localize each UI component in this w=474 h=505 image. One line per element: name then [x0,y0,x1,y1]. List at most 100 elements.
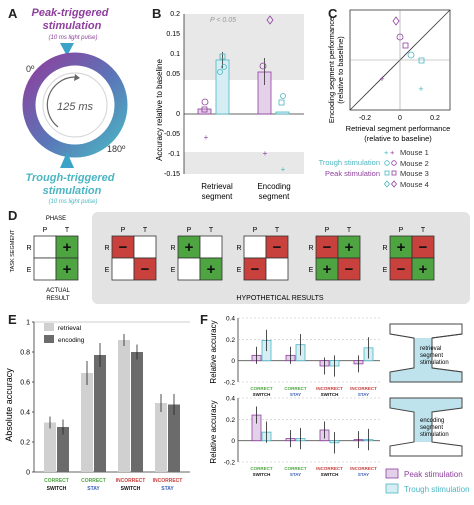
e-bars [44,334,180,472]
c-legend-plus: + [384,148,389,157]
f-legend-peak: Peak stimulation [404,470,463,479]
f-xlabel-choice: STAY [290,392,301,397]
panel-f-letter: F [200,312,208,327]
b-bar-retrieval-trough [215,59,230,115]
c-ylabel-1: Encoding segment performance [327,17,336,123]
c-legend-plus: + [390,148,395,157]
trough-title-line1: Trough-triggered [25,172,114,184]
c-point-diamond [392,16,400,26]
minus-icon: − [273,239,282,256]
c-xtick: -0.2 [359,115,371,122]
f-xlabel-choice: STAY [290,472,301,477]
d-cell [111,257,135,281]
plus-icon: + [345,239,354,256]
b-point-circle [259,62,267,70]
e-xlabel-choice: SWITCH [47,486,67,492]
f-plots: 0.4 0.2 0 -0.2 0.4 0.2 0 -0.2 [224,316,380,467]
d-cell [177,257,201,281]
e-bar-encoding [168,404,180,472]
f-legend-swatch-trough [385,483,399,494]
d-hypothetical-grid: P T R E −− [104,227,157,281]
c-xtick: 0.2 [430,115,440,122]
b-ytick: -0.15 [164,171,180,178]
e-bar-encoding [131,352,143,472]
f-xlabel-choice: SWITCH [253,392,271,397]
panel-d-figure: PHASE TASK SEGMENT ACTUAL RESULT HYPOTHE… [10,212,470,304]
f-xlabel-outcome: INCORRECT [316,466,343,471]
f-legend-swatch-peak [385,468,399,479]
c-point-circle [396,33,404,41]
e-xlabel-outcome: CORRECT [44,478,69,484]
e-xlabel-choice: STAY [87,486,100,492]
d-row-label: R [308,245,313,252]
b-xlabel-encoding-1: Encoding [257,182,290,191]
d-cell [133,257,157,281]
c-xlabel-2: (relative to baseline) [364,134,432,143]
f-xlabel-outcome: CORRECT [250,466,273,471]
plus-icon: + [63,261,72,278]
f-xlabel-choice: SWITCH [253,472,271,477]
d-row-label: R [236,245,241,252]
d-phase-label: PHASE [46,216,66,222]
d-row-label: E [171,267,176,274]
maze-retrieval-label: stimulation [420,360,449,366]
plus-icon: + [323,261,332,278]
f-subplot-retrieval: 0.4 0.2 0 -0.2 [224,316,380,387]
b-ytick: 0.1 [170,51,180,58]
c-legend-diamond [383,180,391,188]
d-cell [411,257,435,281]
d-row-label: E [309,267,314,274]
f-ylabel-top: Relative accuracy [209,320,218,383]
d-actual-1: ACTUAL [46,288,70,294]
b-point-square [278,99,285,106]
panel-a-letter: A [8,6,18,21]
c-point-square [402,42,409,49]
d-cell [199,235,223,259]
peak-title-line2: stimulation [43,20,102,32]
panel-c-chart: Encoding segment performance (relative t… [319,9,451,189]
e-bar-retrieval [44,422,56,472]
c-legend-mouse: Mouse 3 [400,169,429,178]
peak-marker-icon [60,43,74,56]
f-xlabel-choice: SWITCH [321,392,339,397]
f-xlabel-outcome: INCORRECT [350,386,377,391]
f-subplot-encoding: 0.4 0.2 0 -0.2 [224,396,380,467]
c-legend-mouse: Mouse 4 [400,180,429,189]
maze-retrieval-label: retrieval [420,346,441,352]
d-col-label: P [325,227,330,234]
b-point-square [219,53,226,60]
b-xlabel-retrieval-1: Retrieval [201,182,233,191]
sig-band-bottom [184,152,304,174]
f-ytick: 0.4 [226,396,235,403]
f-ytick: 0.4 [226,316,235,323]
f-legend-trough: Trough stimulation [404,485,470,494]
b-point-circle [217,69,223,75]
d-col-label: T [209,227,214,234]
minus-icon: − [345,261,354,278]
d-row-label: R [104,245,109,252]
f-xlabel-outcome: INCORRECT [350,466,377,471]
minus-icon: − [397,261,406,278]
d-row-label: E [237,267,242,274]
d-hypothetical-grid: P T R E + + [170,227,223,281]
panel-b-chart: P < 0.05 0.2 0.15 0.1 0.05 0 -0.05 -0.1 … [155,11,304,201]
d-row-label: R [382,245,387,252]
b-point-plus: + [281,165,286,174]
e-ytick: 0 [26,470,30,477]
e-ytick: 0.6 [20,380,30,387]
c-legend-square [384,170,390,176]
trough-subtitle: (10 ms light pulse) [48,199,97,205]
f-ytick: 0.2 [226,417,235,424]
d-cell [33,235,57,259]
panel-e-letter: E [8,312,17,327]
c-points: + + [379,16,425,94]
e-bar-retrieval [155,403,167,472]
e-legend-swatch-retrieval [44,323,54,331]
plus-icon: + [419,261,428,278]
panel-e-chart: Absolute accuracy 1 0.8 0.6 0.4 0.2 0 retriev… [4,320,190,492]
e-ytick: 0.8 [20,350,30,357]
b-ytick: 0.05 [166,71,180,78]
b-point-plus: + [263,149,268,158]
maze-encoding-label: segment [420,425,443,431]
b-xlabel-encoding-2: segment [259,192,290,201]
